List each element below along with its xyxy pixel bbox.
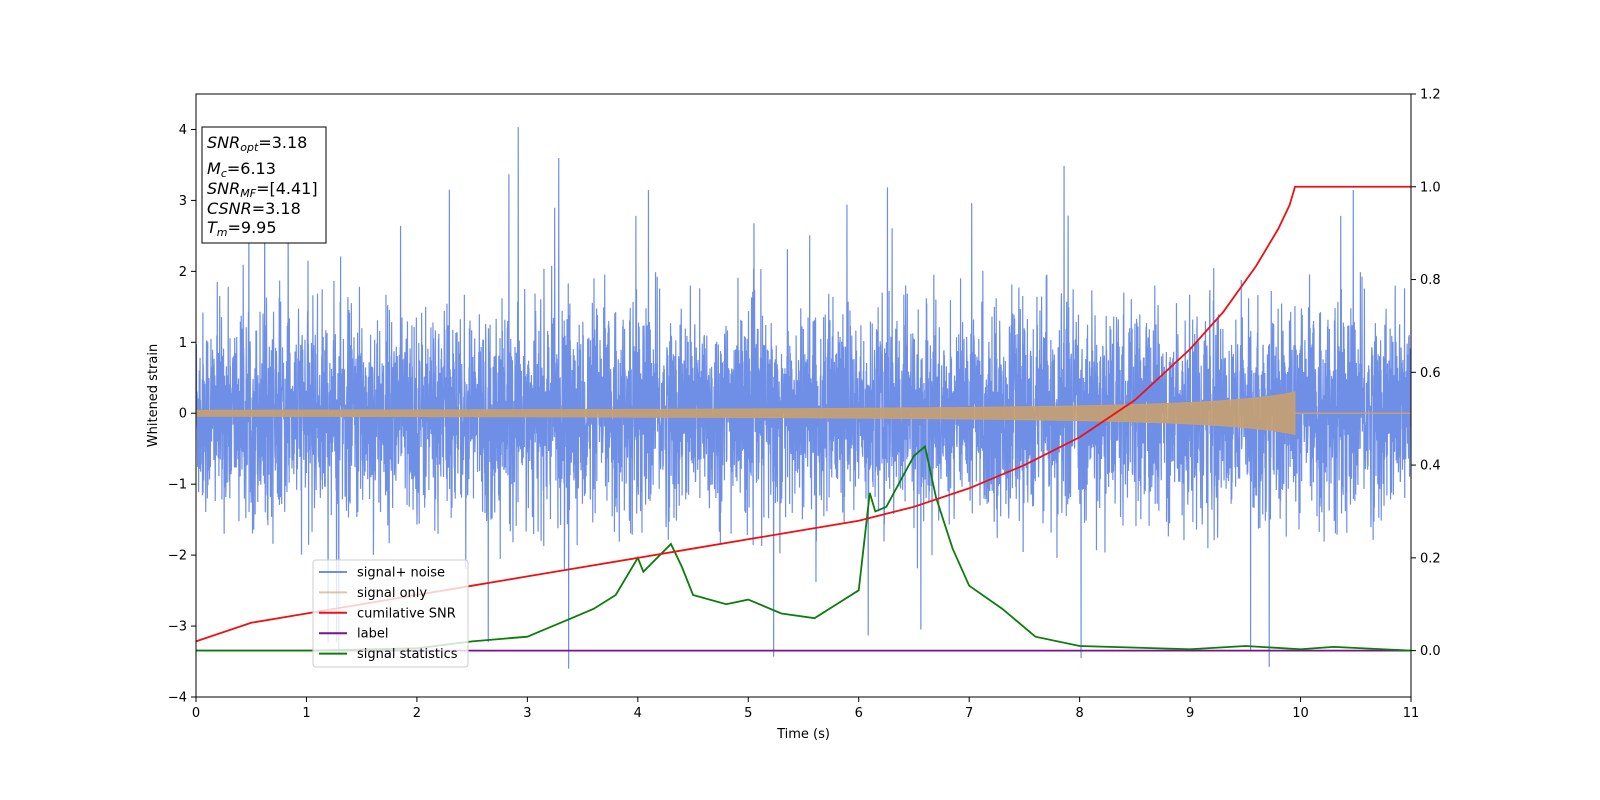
legend-label: label (357, 627, 388, 642)
y-left-tick-label: 1 (179, 336, 187, 351)
x-tick-label: 1 (302, 706, 310, 721)
legend-label: signal+ noise (357, 566, 445, 581)
annotation-line: CSNR=3.18 (207, 199, 301, 218)
y-right-tick-label: 1.2 (1420, 88, 1441, 103)
x-tick-label: 0 (192, 706, 200, 721)
annotation-line: Mc=6.13 (207, 159, 276, 180)
x-tick-label: 4 (634, 706, 642, 721)
legend-label: signal statistics (357, 647, 458, 662)
y-left-tick-label: 4 (179, 123, 187, 138)
y-left-tick-label: 2 (179, 265, 187, 280)
x-tick-label: 2 (413, 706, 421, 721)
series-signal-noise (196, 127, 1411, 669)
y-right-tick-label: 0.0 (1420, 644, 1441, 659)
y-left-tick-label: −1 (168, 478, 187, 493)
series-signal-only (196, 391, 1296, 436)
y-right-tick-label: 1.0 (1420, 180, 1441, 195)
x-tick-label: 8 (1075, 706, 1083, 721)
legend-label: cumilative SNR (357, 606, 456, 621)
x-tick-label: 7 (965, 706, 973, 721)
x-tick-label: 10 (1292, 706, 1309, 721)
x-tick-label: 5 (744, 706, 752, 721)
y-axis-label: Whitened strain (146, 344, 161, 447)
annotation-line: Tm=9.95 (207, 218, 277, 239)
series-signal-statistics (196, 444, 1411, 652)
x-tick-label: 9 (1186, 706, 1194, 721)
y-left-tick-label: −2 (168, 549, 187, 564)
x-tick-label: 3 (523, 706, 531, 721)
annotation-box: SNRopt=3.18 Mc=6.13SNRMF=[4.41]CSNR=3.18T… (201, 126, 327, 244)
y-left-tick-label: 0 (179, 407, 187, 422)
plot-frame (195, 93, 1412, 698)
y-right-tick-label: 0.2 (1420, 551, 1441, 566)
x-tick-label: 6 (855, 706, 863, 721)
annotation-line: SNRMF=[4.41] (207, 179, 318, 200)
y-left-tick-label: −4 (168, 691, 187, 706)
legend-label: signal only (357, 586, 427, 601)
y-right-tick-label: 0.4 (1420, 459, 1441, 474)
y-left-tick-label: −3 (168, 620, 187, 635)
y-left-tick-label: 3 (179, 194, 187, 209)
y-right-tick-label: 0.6 (1420, 366, 1441, 381)
x-tick-label: 11 (1403, 706, 1420, 721)
annotation-line: SNRopt=3.18 (207, 133, 307, 154)
legend: signal+ noise signal only cumilative SNR la… (312, 559, 469, 668)
x-axis-label: Time (s) (776, 727, 830, 742)
y-right-tick-label: 0.8 (1420, 273, 1441, 288)
